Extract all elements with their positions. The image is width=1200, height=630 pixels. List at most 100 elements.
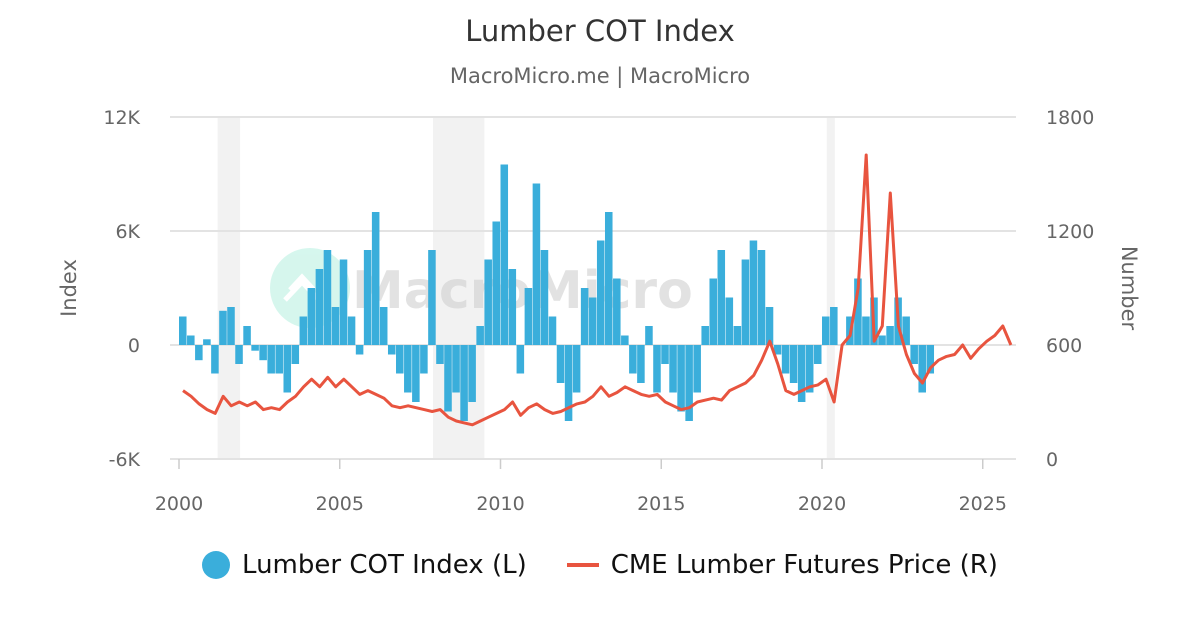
legend-item-futures-price[interactable]: CME Lumber Futures Price (R) — [566, 550, 998, 580]
cot-index-bar — [283, 345, 292, 393]
cot-index-bar — [886, 326, 894, 345]
cot-index-bar — [468, 345, 476, 402]
cot-index-bar — [588, 297, 597, 345]
cot-index-bar — [733, 326, 742, 345]
series-line-cme-lumber-price — [182, 153, 1013, 427]
chart-title: Lumber COT Index — [465, 14, 735, 48]
recession-band — [217, 117, 241, 459]
cot-index-bar — [741, 259, 750, 345]
cot-index-bar — [797, 345, 806, 402]
cot-index-bar — [910, 345, 918, 364]
cot-index-bar — [709, 278, 718, 345]
cot-index-bar — [211, 345, 219, 374]
y-left-label: Index — [57, 259, 81, 317]
x-tick-label: 2010 — [476, 493, 524, 515]
cot-index-bar — [629, 345, 637, 374]
cot-index-bar — [484, 259, 492, 345]
cot-index-bar — [693, 345, 701, 393]
cot-index-bar — [572, 345, 581, 393]
cot-index-bar — [452, 345, 460, 393]
cot-index-bar — [637, 345, 645, 383]
cot-index-bar — [878, 335, 886, 345]
cot-index-bar — [524, 288, 533, 345]
cot-index-bar — [428, 250, 436, 345]
watermark-text: MacroMicro — [352, 261, 693, 321]
cot-index-bar — [476, 326, 484, 345]
legend-item-cot-index[interactable]: Lumber COT Index (L) — [202, 550, 527, 580]
cot-index-bar — [701, 326, 709, 345]
cot-index-bar — [235, 345, 243, 364]
x-tick-label: 2015 — [637, 493, 685, 515]
y-right-tick-label: 600 — [1046, 335, 1082, 357]
y-right-tick-label: 1200 — [1046, 221, 1094, 243]
cot-index-bar — [580, 288, 589, 345]
cot-index-bar — [789, 345, 798, 383]
y-left-tick-label: 0 — [128, 335, 140, 357]
y-right-label: Number — [1117, 246, 1141, 331]
cot-index-bar — [677, 345, 685, 412]
cot-index-bar — [516, 345, 525, 374]
cot-index-bar — [669, 345, 677, 393]
cot-index-bar — [492, 221, 500, 345]
cot-index-bar — [203, 339, 211, 345]
chart-subtitle: MacroMicro.me | MacroMicro — [449, 64, 751, 88]
cot-index-bar — [725, 297, 734, 345]
recession-band — [826, 117, 835, 459]
y-left-tick-label: 6K — [115, 221, 140, 243]
x-tick-label: 2025 — [959, 493, 1007, 515]
cot-index-bar — [596, 240, 605, 345]
cot-index-bar — [805, 345, 814, 393]
cot-index-bar — [564, 345, 573, 421]
x-tick-label: 2020 — [798, 493, 846, 515]
cot-index-bar — [781, 345, 790, 374]
cot-index-bar — [291, 345, 300, 364]
cot-index-bar — [444, 345, 452, 412]
cot-index-bar — [195, 345, 203, 361]
cot-index-bar — [918, 345, 926, 393]
cot-index-bar — [460, 345, 468, 421]
cot-index-bar — [420, 345, 428, 374]
cot-index-bar — [604, 212, 613, 345]
cot-index-bar — [404, 345, 412, 393]
cot-index-bar — [355, 345, 364, 355]
cot-index-bar — [243, 326, 251, 345]
cot-index-bar — [717, 250, 726, 345]
cot-index-bar — [179, 316, 187, 345]
cot-index-bar — [645, 326, 653, 345]
cot-index-bar — [363, 250, 372, 345]
x-tick-label: 2000 — [155, 493, 203, 515]
cot-index-bar — [822, 316, 830, 345]
cot-index-bar — [773, 345, 782, 355]
legend-dot-icon — [202, 551, 231, 579]
cot-index-bar — [902, 316, 910, 345]
y-right-tick-label: 1800 — [1046, 107, 1094, 129]
cot-index-bar — [653, 345, 661, 393]
cot-index-bar — [532, 183, 541, 345]
cot-index-bar — [926, 345, 935, 374]
cot-index-bar — [854, 278, 862, 345]
cot-index-bar — [540, 250, 549, 345]
cot-index-bar — [548, 316, 557, 345]
cot-index-bar — [187, 335, 195, 345]
cot-index-bar — [219, 310, 227, 345]
cot-index-bar — [299, 316, 308, 345]
cot-index-bar — [339, 259, 348, 345]
cot-index-bar — [613, 278, 621, 345]
legend-line-icon — [566, 563, 599, 567]
cot-index-bar — [813, 345, 822, 364]
cot-index-bar — [621, 335, 629, 345]
cot-index-bar — [830, 307, 838, 345]
cot-index-bar — [757, 250, 766, 345]
cot-index-bar — [396, 345, 404, 374]
cot-index-bar — [315, 269, 324, 345]
cot-index-bar — [259, 345, 267, 361]
cot-index-bar — [227, 307, 235, 345]
cot-index-bar — [749, 240, 758, 345]
cot-index-bar — [508, 269, 517, 345]
cot-index-bar — [267, 345, 275, 374]
cot-index-bar — [387, 345, 396, 355]
y-left-tick-label: 12K — [103, 107, 140, 129]
cot-index-bar — [412, 345, 420, 402]
cot-index-bar — [371, 212, 380, 345]
cot-index-bar — [765, 307, 774, 345]
